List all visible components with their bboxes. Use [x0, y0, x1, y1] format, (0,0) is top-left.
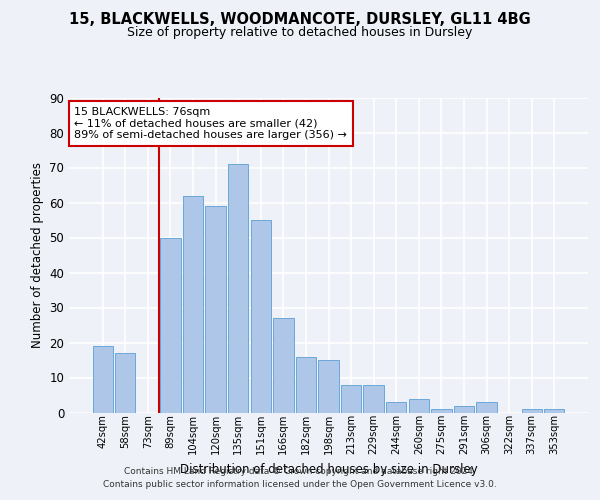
Text: Contains public sector information licensed under the Open Government Licence v3: Contains public sector information licen…: [103, 480, 497, 489]
Bar: [205, 206, 226, 412]
Bar: [273, 318, 293, 412]
Bar: [296, 356, 316, 412]
Bar: [319, 360, 338, 412]
Text: 15 BLACKWELLS: 76sqm
← 11% of detached houses are smaller (42)
89% of semi-detac: 15 BLACKWELLS: 76sqm ← 11% of detached h…: [74, 107, 347, 140]
Text: Contains HM Land Registry data © Crown copyright and database right 2024.: Contains HM Land Registry data © Crown c…: [124, 467, 476, 476]
Bar: [409, 398, 429, 412]
Y-axis label: Number of detached properties: Number of detached properties: [31, 162, 44, 348]
Bar: [454, 406, 474, 412]
Bar: [251, 220, 271, 412]
Bar: [341, 384, 361, 412]
Bar: [521, 409, 542, 412]
X-axis label: Distribution of detached houses by size in Dursley: Distribution of detached houses by size …: [179, 462, 478, 475]
Bar: [228, 164, 248, 412]
Bar: [115, 353, 136, 412]
Bar: [160, 238, 181, 412]
Text: 15, BLACKWELLS, WOODMANCOTE, DURSLEY, GL11 4BG: 15, BLACKWELLS, WOODMANCOTE, DURSLEY, GL…: [69, 12, 531, 28]
Bar: [92, 346, 113, 412]
Bar: [476, 402, 497, 412]
Bar: [183, 196, 203, 412]
Bar: [364, 384, 384, 412]
Bar: [431, 409, 452, 412]
Bar: [544, 409, 565, 412]
Bar: [386, 402, 406, 412]
Text: Size of property relative to detached houses in Dursley: Size of property relative to detached ho…: [127, 26, 473, 39]
